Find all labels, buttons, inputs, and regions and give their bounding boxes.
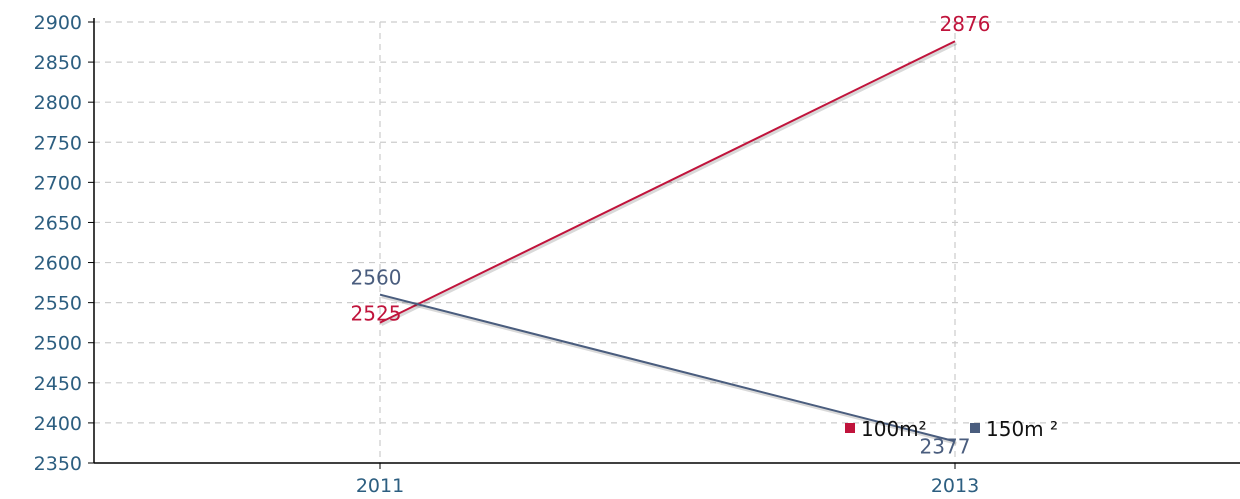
y-tick-label: 2500 xyxy=(34,333,82,355)
y-tick-label: 2700 xyxy=(34,172,82,194)
series-line-shadow xyxy=(380,41,958,327)
legend-label: 100m² xyxy=(861,417,927,441)
data-label: 2876 xyxy=(940,12,991,36)
data-label: 2377 xyxy=(920,434,971,458)
series-line-shadow xyxy=(381,295,957,445)
data-labels: 2525 2876 2560 2377 xyxy=(351,12,991,458)
y-tick-label: 2900 xyxy=(34,12,82,34)
y-tick-label: 2400 xyxy=(34,413,82,435)
y-tick-label: 2650 xyxy=(34,212,82,234)
series-lines xyxy=(379,40,958,445)
y-tick-label: 2450 xyxy=(34,373,82,395)
legend-swatch xyxy=(970,423,980,433)
legend-swatch xyxy=(845,423,855,433)
x-tick-label: 2011 xyxy=(356,475,404,497)
legend-label: 150m ² xyxy=(986,417,1058,441)
grid-lines xyxy=(94,21,1240,463)
y-tick-label: 2800 xyxy=(34,92,82,114)
series-line-2 xyxy=(379,293,956,443)
y-tick-label: 2850 xyxy=(34,52,82,74)
data-label: 2525 xyxy=(351,302,402,326)
x-tick-label: 2013 xyxy=(931,475,979,497)
y-tick-label: 2600 xyxy=(34,253,82,275)
legend: 100m² 150m ² xyxy=(845,417,1058,441)
axes: 2350 2400 2450 2500 2550 2600 2650 2700 2750 2800… xyxy=(34,12,1240,497)
data-label: 2560 xyxy=(351,266,402,290)
y-tick-label: 2750 xyxy=(34,132,82,154)
y-tick-label: 2550 xyxy=(34,293,82,315)
series-line-1 xyxy=(379,40,956,324)
y-tick-label: 2350 xyxy=(34,453,82,475)
